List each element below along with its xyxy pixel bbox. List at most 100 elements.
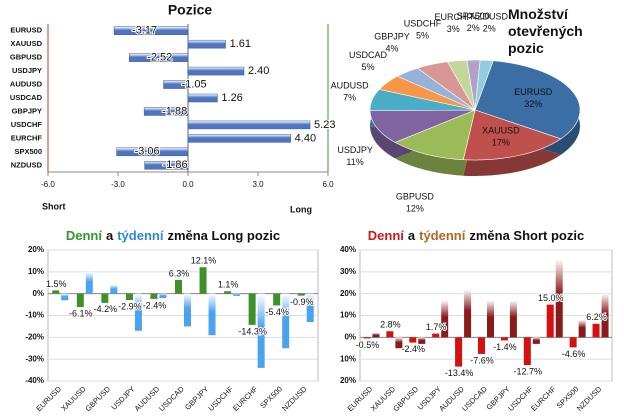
category-label: NZDUSD: [280, 384, 309, 413]
value-label: 4.40: [295, 132, 316, 144]
title-part: a: [408, 228, 416, 243]
bar: [372, 332, 380, 338]
pie-label-value: 4%: [385, 44, 398, 54]
bar: [487, 300, 494, 338]
pie-slice: [462, 109, 562, 161]
bar: [601, 293, 609, 338]
value-label: -14.3%: [238, 326, 267, 336]
category-label: USDCHF: [206, 384, 235, 413]
pie-title: Množství otevřených pozic: [508, 6, 583, 56]
pie-label-value: 2%: [467, 23, 480, 33]
bar: [199, 267, 207, 294]
pie-slice: [369, 109, 476, 143]
pie-label-name: USDJPY: [337, 145, 373, 155]
bar: [455, 337, 463, 367]
bar: [187, 39, 226, 49]
value-label: 1.26: [221, 92, 242, 104]
value-label: 1.7%: [426, 322, 447, 332]
bar: [257, 293, 265, 368]
category-label: GBPUSD: [83, 384, 112, 413]
x-tick-label: 6.0: [322, 180, 334, 189]
value-label: 5.23: [314, 119, 335, 131]
value-label: 6.3%: [169, 268, 190, 278]
value-label: 2.8%: [380, 320, 401, 330]
bar: [233, 293, 241, 296]
bar: [125, 293, 133, 300]
chart-title: Denní a týdenní změna Long pozic: [66, 228, 280, 243]
category-label: XAUUSD: [10, 39, 42, 48]
y-tick-label: 10%: [340, 311, 356, 320]
category-label: GBPUSD: [391, 384, 420, 413]
pie-label-name: USDCAD: [349, 50, 388, 60]
y-tick-label: 20%: [28, 245, 44, 254]
bar: [363, 337, 371, 339]
category-label: XAUUSD: [59, 384, 88, 413]
y-tick-label: -40%: [25, 376, 44, 385]
value-label: -4.2%: [94, 304, 118, 314]
value-label: -0.9%: [290, 297, 314, 307]
pie-slice: [394, 109, 476, 161]
bar: [163, 80, 189, 89]
pie-label-value: 17%: [492, 138, 510, 148]
y-tick-label: 20%: [340, 289, 356, 298]
chart-title: Denní a týdenní změna Short pozic: [368, 228, 584, 243]
bar: [395, 337, 403, 349]
value-label: -2.9%: [118, 301, 142, 311]
pie-label-name: XAUUSD: [482, 126, 520, 136]
pie-label-value: 5%: [416, 31, 429, 41]
title-part: Denní: [66, 228, 103, 243]
bar: [546, 304, 554, 338]
bar: [297, 293, 305, 296]
pie-label-name: SPX500: [457, 11, 490, 21]
bar: [175, 279, 182, 294]
value-label: -3.06: [135, 146, 160, 158]
category-label: EURUSD: [34, 384, 63, 413]
category-label: NZDUSD: [11, 160, 43, 169]
bar: [187, 134, 291, 143]
bar: [282, 293, 290, 349]
pie-label-value: 12%: [406, 204, 424, 214]
bar: [523, 337, 531, 366]
value-label: -2.4%: [402, 344, 426, 354]
category-label: USDCHF: [11, 120, 43, 129]
bar: [306, 293, 314, 323]
category-label: GBPUSD: [10, 53, 43, 62]
bar: [143, 107, 189, 116]
bar: [113, 26, 189, 35]
pie-label-name: EURCHF: [434, 12, 472, 22]
pie-slice: [474, 59, 494, 111]
category-label: USDJPY: [12, 66, 42, 75]
bar: [150, 293, 158, 299]
y-tick-label: -20%: [25, 332, 44, 341]
value-label: -3.17: [132, 25, 157, 37]
bar: [61, 293, 69, 301]
pie-slice: [474, 60, 581, 140]
pie-label-value: 3%: [447, 24, 460, 34]
y-tick-label: 0%: [344, 332, 356, 341]
value-label: 1.61: [230, 38, 251, 50]
value-label: -1.86: [163, 159, 188, 171]
value-label: -7.6%: [470, 355, 494, 365]
pie-label-value: 5%: [362, 62, 375, 72]
pie-label-value: 7%: [343, 92, 356, 102]
y-tick-label: 40%: [340, 245, 356, 254]
bar: [248, 293, 256, 325]
category-label: AUDUSD: [133, 384, 162, 413]
value-label: 12.1%: [191, 256, 217, 266]
value-label: 15.0%: [538, 293, 564, 303]
pie-label-name: EURUSD: [514, 87, 553, 97]
pie-label-name: AUDUSD: [331, 80, 370, 90]
x-tick-label: 3.0: [252, 180, 264, 189]
title-part: týdenní: [419, 228, 466, 243]
bar: [144, 161, 189, 170]
value-label: -6.1%: [69, 308, 93, 318]
bar: [224, 291, 232, 294]
bar: [128, 53, 189, 62]
axis-label-right: Long: [290, 204, 312, 214]
value-label: -1.88: [162, 105, 187, 117]
bar: [101, 293, 109, 303]
category-label: EURCHF: [11, 133, 43, 142]
value-label: 1.5%: [46, 279, 67, 289]
chart-title: Pozice: [168, 2, 213, 18]
